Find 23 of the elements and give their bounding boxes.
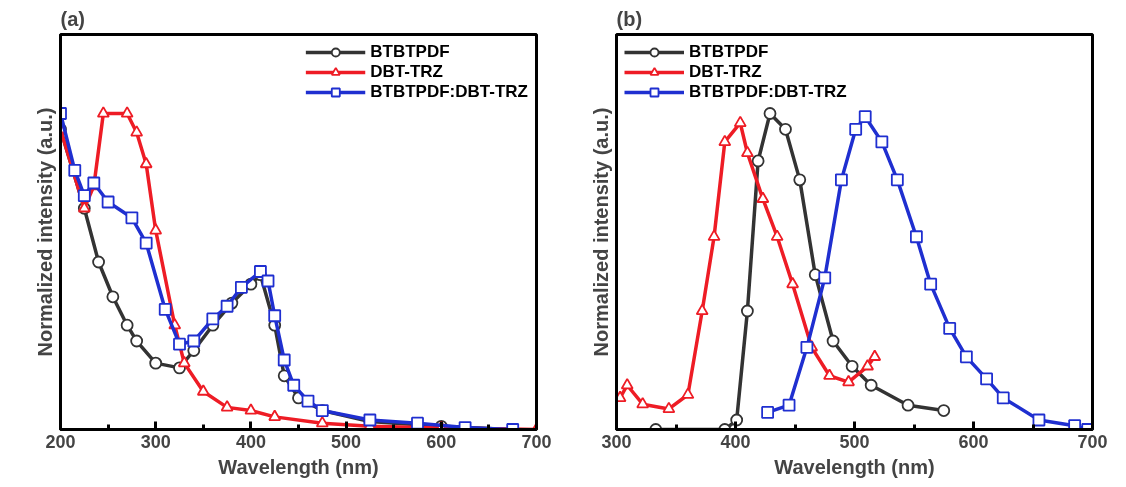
y-axis-title: Normalized intensity (a.u.): [589, 107, 612, 357]
x-tick-label: 700: [521, 431, 552, 452]
legend-label: BTBTPDF:DBT-TRZ: [370, 82, 528, 102]
x-tick-label: 400: [720, 431, 751, 452]
legend-label: BTBTPDF: [370, 42, 450, 62]
x-tick-label: 500: [839, 431, 870, 452]
legend-label: DBT-TRZ: [689, 62, 762, 82]
x-tick-label: 700: [1077, 431, 1108, 452]
chart-title: (b): [616, 7, 643, 30]
x-tick-label: 600: [426, 431, 457, 452]
x-axis-title: Wavelength (nm): [218, 455, 379, 478]
x-tick-label: 200: [45, 431, 76, 452]
legend-label: DBT-TRZ: [370, 62, 444, 82]
x-tick-label: 300: [601, 431, 632, 452]
x-tick-label: 500: [331, 431, 362, 452]
x-axis-title: Wavelength (nm): [774, 455, 935, 478]
y-axis-title: Normalized intensity (a.u.): [33, 107, 56, 357]
x-tick-label: 300: [140, 431, 171, 452]
legend-label: BTBTPDF:DBT-TRZ: [689, 82, 847, 102]
legend-label: BTBTPDF: [689, 42, 769, 62]
x-tick-label: 600: [958, 431, 989, 452]
x-tick-label: 400: [235, 431, 266, 452]
chart-title: (a): [60, 7, 85, 30]
